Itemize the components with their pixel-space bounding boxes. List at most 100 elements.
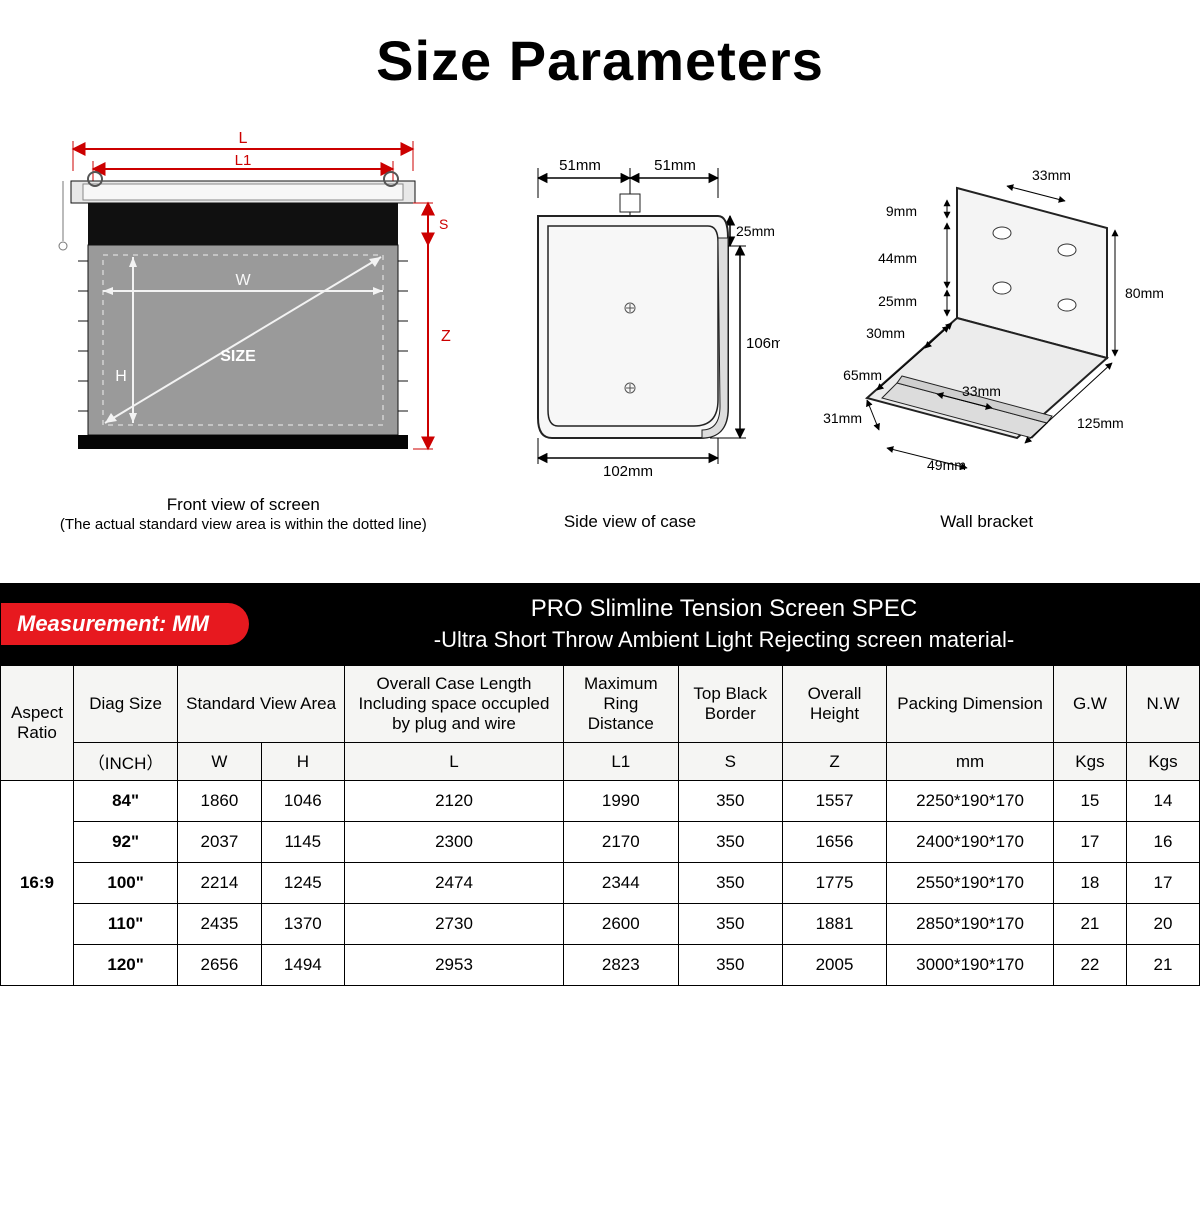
cell-gw: 15	[1053, 781, 1126, 822]
dim-br-h: 31mm	[823, 410, 862, 426]
cell-l: 2120	[345, 781, 564, 822]
cell-l: 2474	[345, 863, 564, 904]
front-view-svg: L L1	[33, 121, 453, 481]
cell-pack: 2550*190*170	[887, 863, 1054, 904]
cell-nw: 20	[1126, 904, 1199, 945]
dim-H: H	[116, 368, 128, 385]
cell-diag: 120"	[73, 945, 177, 986]
bracket-svg: 33mm 9mm 44mm 25mm 30mm 65mm 33mm 31mm 4…	[807, 138, 1167, 498]
cell-z: 1656	[782, 822, 886, 863]
dim-br-a: 33mm	[1032, 167, 1071, 183]
sub-l: L	[345, 743, 564, 781]
dim-br-d: 25mm	[878, 293, 917, 309]
cell-diag: 110"	[73, 904, 177, 945]
cell-gw: 18	[1053, 863, 1126, 904]
sub-diag: （INCH）	[73, 743, 177, 781]
hdr-case: Overall Case Length Including space occu…	[345, 666, 564, 743]
cell-s: 350	[678, 781, 782, 822]
table-row: 16:984"186010462120199035015572250*190*1…	[1, 781, 1200, 822]
cell-h: 1494	[261, 945, 344, 986]
spec-table: Aspect Ratio Diag Size Standard View Are…	[0, 665, 1200, 986]
hdr-nw: N.W	[1126, 666, 1199, 743]
banner-line2: -Ultra Short Throw Ambient Light Rejecti…	[249, 625, 1199, 655]
sub-z: Z	[782, 743, 886, 781]
sub-h: H	[261, 743, 344, 781]
table-row: 100"221412452474234435017752550*190*1701…	[1, 863, 1200, 904]
table-row: 120"265614942953282335020053000*190*1702…	[1, 945, 1200, 986]
dim-L1: L1	[235, 152, 252, 169]
dim-side-tr: 51mm	[654, 157, 696, 174]
front-subcaption: (The actual standard view area is within…	[33, 516, 453, 533]
sub-s: S	[678, 743, 782, 781]
cell-l1: 2823	[563, 945, 678, 986]
sub-w: W	[178, 743, 261, 781]
table-row: 92"203711452300217035016562400*190*17017…	[1, 822, 1200, 863]
hdr-diag: Diag Size	[73, 666, 177, 743]
diagram-bracket: 33mm 9mm 44mm 25mm 30mm 65mm 33mm 31mm 4…	[807, 138, 1167, 533]
dim-br-f: 65mm	[843, 367, 882, 383]
cell-l: 2300	[345, 822, 564, 863]
diagram-row: L L1	[0, 121, 1200, 553]
dim-br-c: 44mm	[878, 250, 917, 266]
dim-br-b: 9mm	[886, 203, 917, 219]
sub-gw: Kgs	[1053, 743, 1126, 781]
cell-h: 1245	[261, 863, 344, 904]
diagram-front: L L1	[33, 121, 453, 533]
side-caption: Side view of case	[480, 511, 780, 533]
cell-h: 1145	[261, 822, 344, 863]
sub-l1: L1	[563, 743, 678, 781]
dim-side-h: 106mm	[746, 335, 780, 352]
cell-gw: 22	[1053, 945, 1126, 986]
banner-text: PRO Slimline Tension Screen SPEC -Ultra …	[249, 593, 1199, 655]
cell-h: 1370	[261, 904, 344, 945]
cell-s: 350	[678, 945, 782, 986]
cell-gw: 21	[1053, 904, 1126, 945]
hdr-view: Standard View Area	[178, 666, 345, 743]
dim-br-g: 33mm	[962, 383, 1001, 399]
banner-line1: PRO Slimline Tension Screen SPEC	[249, 593, 1199, 625]
hdr-top: Top Black Border	[678, 666, 782, 743]
cell-h: 1046	[261, 781, 344, 822]
front-caption: Front view of screen	[33, 494, 453, 516]
dim-S: S	[439, 216, 448, 232]
dim-br-j: 125mm	[1077, 415, 1124, 431]
page-title: Size Parameters	[0, 28, 1200, 93]
cell-l1: 1990	[563, 781, 678, 822]
cell-w: 2037	[178, 822, 261, 863]
cell-l: 2730	[345, 904, 564, 945]
dim-Z: Z	[441, 328, 451, 345]
cell-pack: 2400*190*170	[887, 822, 1054, 863]
dim-SIZE: SIZE	[221, 348, 257, 365]
dim-br-e: 30mm	[866, 325, 905, 341]
hdr-gw: G.W	[1053, 666, 1126, 743]
cell-w: 2435	[178, 904, 261, 945]
diagram-side: 51mm 51mm 25mm 106mm 102mm	[480, 138, 780, 533]
dim-side-drop: 25mm	[736, 223, 775, 239]
cell-pack: 3000*190*170	[887, 945, 1054, 986]
cell-l1: 2344	[563, 863, 678, 904]
cell-s: 350	[678, 904, 782, 945]
cell-l1: 2600	[563, 904, 678, 945]
cell-z: 1775	[782, 863, 886, 904]
sub-pack: mm	[887, 743, 1054, 781]
bracket-caption: Wall bracket	[807, 511, 1167, 533]
cell-w: 1860	[178, 781, 261, 822]
hdr-pack: Packing Dimension	[887, 666, 1054, 743]
cell-s: 350	[678, 863, 782, 904]
cell-w: 2214	[178, 863, 261, 904]
hdr-ring: Maximum Ring Distance	[563, 666, 678, 743]
cell-pack: 2850*190*170	[887, 904, 1054, 945]
cell-diag: 84"	[73, 781, 177, 822]
cell-z: 2005	[782, 945, 886, 986]
cell-nw: 17	[1126, 863, 1199, 904]
sub-nw: Kgs	[1126, 743, 1199, 781]
side-view-svg: 51mm 51mm 25mm 106mm 102mm	[480, 138, 780, 498]
dim-L: L	[239, 130, 248, 147]
cell-aspect: 16:9	[1, 781, 74, 986]
cell-diag: 100"	[73, 863, 177, 904]
cell-z: 1881	[782, 904, 886, 945]
dim-br-k: 80mm	[1125, 285, 1164, 301]
cell-pack: 2250*190*170	[887, 781, 1054, 822]
measurement-badge: Measurement: MM	[1, 603, 249, 645]
dim-side-tl: 51mm	[559, 157, 601, 174]
